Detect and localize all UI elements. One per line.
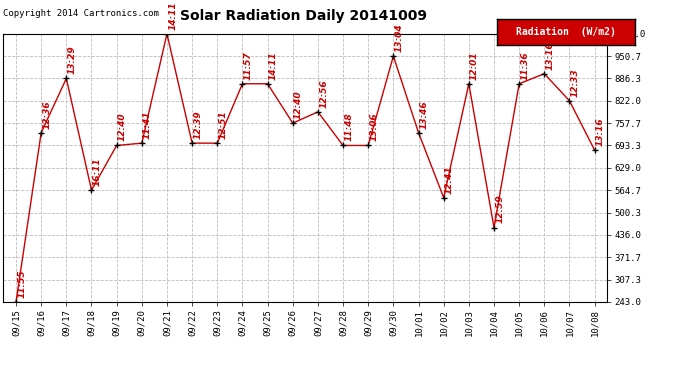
Text: 12:39: 12:39	[193, 110, 202, 139]
Text: 11:48: 11:48	[344, 113, 353, 141]
Text: Solar Radiation Daily 20141009: Solar Radiation Daily 20141009	[180, 9, 427, 23]
Text: 12:51: 12:51	[219, 110, 228, 139]
Text: 14:11: 14:11	[168, 1, 177, 30]
Text: 12:40: 12:40	[294, 90, 303, 119]
Text: 11:36: 11:36	[520, 51, 529, 80]
Text: 12:33: 12:33	[571, 68, 580, 97]
Text: 12:40: 12:40	[118, 113, 127, 141]
Text: 13:29: 13:29	[68, 46, 77, 74]
Text: Radiation  (W/m2): Radiation (W/m2)	[516, 27, 615, 37]
Text: 12:59: 12:59	[495, 195, 504, 224]
Text: 12:41: 12:41	[445, 165, 454, 194]
Text: 11:57: 11:57	[244, 51, 253, 80]
Text: 11:41: 11:41	[143, 110, 152, 139]
Text: 13:46: 13:46	[420, 100, 428, 129]
Text: 12:01: 12:01	[470, 51, 479, 80]
Text: 14:11: 14:11	[269, 51, 278, 80]
Text: 12:36: 12:36	[43, 100, 52, 129]
Text: 13:16: 13:16	[546, 41, 555, 69]
Text: 12:56: 12:56	[319, 79, 328, 108]
Text: 11:55: 11:55	[17, 269, 26, 298]
Text: 13:04: 13:04	[395, 23, 404, 52]
Text: 13:16: 13:16	[596, 117, 605, 146]
Text: Copyright 2014 Cartronics.com: Copyright 2014 Cartronics.com	[3, 9, 159, 18]
Text: 13:06: 13:06	[369, 113, 379, 141]
Text: 16:11: 16:11	[92, 158, 101, 186]
